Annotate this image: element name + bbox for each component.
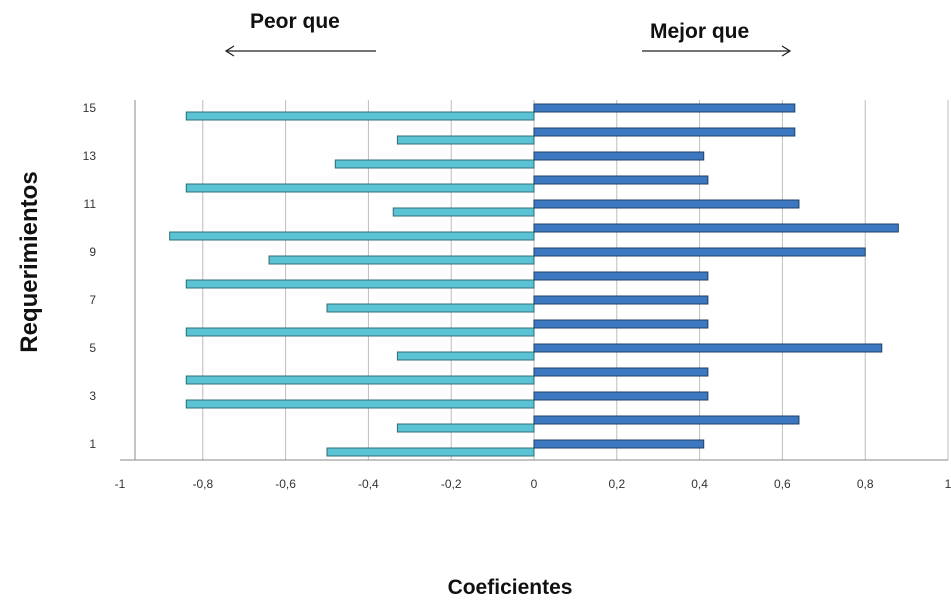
x-tick-label: -1 — [115, 477, 126, 491]
bar-positive — [533, 439, 705, 449]
bar-positive — [533, 175, 709, 185]
y-tick-label: 7 — [89, 293, 96, 307]
bar-positive — [533, 319, 709, 329]
bar-negative — [185, 327, 535, 337]
y-tick-label: 13 — [83, 149, 97, 163]
y-tick-label: 11 — [84, 197, 97, 211]
bar-negative — [185, 111, 535, 121]
x-tick-label: -0,8 — [192, 477, 213, 491]
bar-positive — [533, 343, 883, 353]
bar-negative — [396, 351, 535, 361]
y-tick-label: 5 — [89, 341, 96, 355]
bar-negative — [185, 279, 535, 289]
bar-negative — [268, 255, 535, 265]
bar-positive — [533, 415, 800, 425]
right-annotation: Mejor que — [650, 20, 750, 43]
x-tick-label: 1 — [945, 477, 951, 491]
bar-negative — [334, 159, 535, 169]
bar-positive — [533, 247, 866, 257]
x-tick-label: -0,4 — [358, 477, 379, 491]
bar-positive — [533, 271, 709, 281]
bar-negative — [185, 375, 535, 385]
bar-negative — [396, 423, 535, 433]
x-tick-label: 0 — [531, 477, 538, 491]
y-tick-label: 15 — [83, 101, 97, 115]
bar-negative — [185, 183, 535, 193]
bar-positive — [533, 151, 705, 161]
bar-negative — [326, 303, 535, 313]
bar-positive — [533, 223, 899, 233]
x-tick-label: 0,2 — [608, 477, 625, 491]
bar-negative — [169, 231, 535, 241]
bar-negative — [396, 135, 535, 145]
bar-positive — [533, 367, 709, 377]
bar-positive — [533, 127, 796, 137]
bar-negative — [392, 207, 535, 217]
x-tick-label: 0,8 — [857, 477, 874, 491]
bar-positive — [533, 103, 796, 113]
bar-negative — [326, 447, 535, 457]
left-annotation: Peor que — [250, 10, 340, 33]
x-tick-label: 0,4 — [691, 477, 708, 491]
y-tick-label: 9 — [89, 245, 96, 259]
right-arrow-head — [781, 45, 792, 57]
bar-positive — [533, 295, 709, 305]
y-tick-label: 1 — [89, 437, 96, 451]
bar-positive — [533, 391, 709, 401]
left-arrow-head — [224, 45, 235, 57]
bar-negative — [185, 399, 535, 409]
x-axis-title: Coeficientes — [447, 576, 573, 599]
x-tick-label: 0,6 — [774, 477, 791, 491]
bar-positive — [533, 199, 800, 209]
x-tick-label: -0,2 — [441, 477, 462, 491]
y-axis-title: Requerimientos — [16, 171, 43, 353]
y-tick-label: 3 — [89, 389, 96, 403]
x-tick-label: -0,6 — [275, 477, 296, 491]
